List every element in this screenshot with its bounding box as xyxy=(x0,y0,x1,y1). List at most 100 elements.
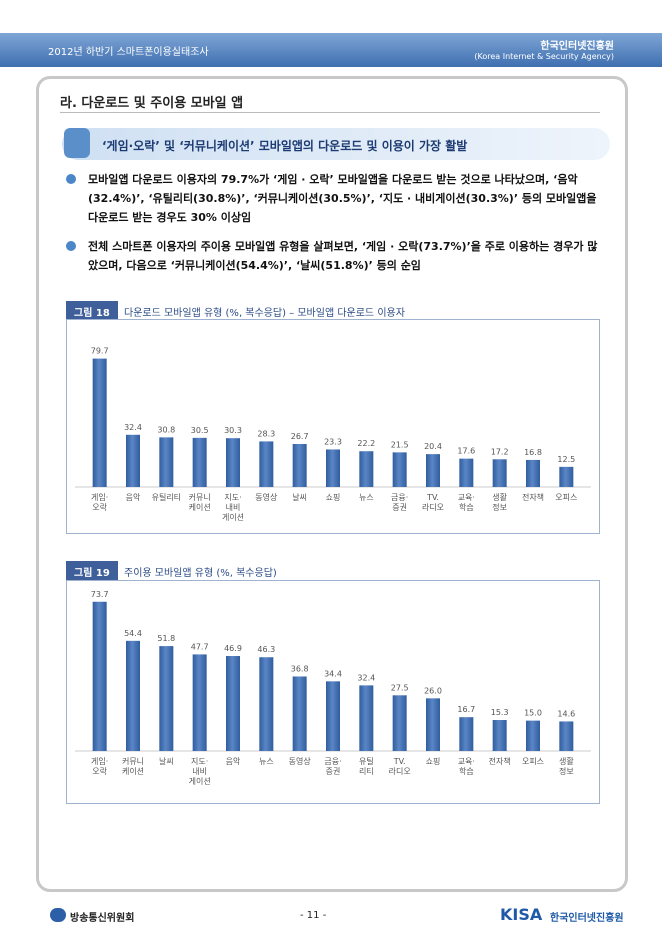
value-label: 46.9 xyxy=(224,644,242,653)
x-tick-label: 음악 xyxy=(225,757,241,766)
value-label: 32.4 xyxy=(124,423,142,432)
bar xyxy=(326,681,340,751)
bar xyxy=(392,452,407,487)
value-label: 27.5 xyxy=(391,683,409,692)
section-title: 라. 다운로드 및 주이용 모바일 앱 xyxy=(60,96,244,111)
bar xyxy=(559,721,574,751)
plot: 73.7 54.4 51.8 47.7 46.9 46.3 36.8 34.4 32.4 27.5… xyxy=(75,590,591,752)
kisa-logo: KISA xyxy=(500,905,543,924)
bar xyxy=(259,657,274,751)
bar xyxy=(292,676,307,751)
bar xyxy=(226,656,240,751)
bar xyxy=(326,449,340,487)
x-tick-label: 오피스 xyxy=(521,757,545,766)
bar xyxy=(226,438,240,487)
x-tick-label: 커뮤니 케이션 xyxy=(188,493,211,512)
value-label: 16.7 xyxy=(457,705,475,714)
figure-label: 그림 18 xyxy=(66,301,118,322)
figure-title: 주이용 모바일앱 유형 (%, 복수응답) xyxy=(124,568,277,579)
x-tick-label: 생활 정보 xyxy=(558,757,574,776)
bar xyxy=(359,451,374,487)
figure-label: 그림 19 xyxy=(66,561,118,582)
value-label: 16.8 xyxy=(524,448,542,457)
bar xyxy=(359,685,374,751)
x-tick-label: 뉴스 xyxy=(358,493,374,502)
value-label: 23.3 xyxy=(324,437,342,446)
value-label: 32.4 xyxy=(357,673,375,682)
value-label: 26.7 xyxy=(291,432,309,441)
value-label: 47.7 xyxy=(191,642,209,651)
bar xyxy=(459,717,474,751)
x-tick-label: 오피스 xyxy=(555,493,578,502)
x-tick-label: 게임· 오락 xyxy=(91,493,109,512)
bar xyxy=(126,434,140,487)
x-tick-label: 동영상 xyxy=(288,757,311,766)
x-tick-label: 동영상 xyxy=(255,493,278,502)
bar xyxy=(526,459,540,487)
bar xyxy=(92,358,107,487)
bar xyxy=(192,654,207,751)
x-tick-label: 지도· 내비 게이션 xyxy=(221,493,245,522)
x-tick-label: TV. 라디오 xyxy=(388,757,411,776)
chart: 79.7 32.4 30.8 30.5 30.3 28.3 26.7 23.3 22.2 21.5… xyxy=(66,319,600,534)
bar xyxy=(92,601,107,751)
footer-left: 방송통신위원회 xyxy=(70,913,135,924)
x-tick-label: 전자책 xyxy=(488,757,511,766)
highlight-text: ‘게임·오락’ 및 ‘커뮤니케이션’ 모바일앱의 다운로드 및 이용이 가장 활… xyxy=(102,139,468,153)
header-bar xyxy=(0,33,662,67)
x-tick-label: 쇼핑 xyxy=(425,757,441,766)
value-label: 22.2 xyxy=(357,439,375,448)
bar xyxy=(492,720,507,751)
bullet-dot xyxy=(66,174,76,184)
divider xyxy=(60,112,600,113)
bar xyxy=(426,698,440,751)
header-org: 한국인터넷진흥원 xyxy=(540,41,614,52)
value-label: 26.0 xyxy=(424,686,442,695)
value-label: 12.5 xyxy=(557,455,575,464)
x-tick-label: 유틸리티 xyxy=(151,493,182,502)
x-tick-label: 금융· 증권 xyxy=(391,493,409,512)
bar xyxy=(492,459,507,487)
bar xyxy=(459,458,474,487)
bar xyxy=(426,454,440,487)
x-tick-label: 교육· 학습 xyxy=(457,493,475,512)
x-tick-label: 음악 xyxy=(125,493,141,502)
bar xyxy=(292,443,307,487)
x-tick-label: 게임· 오락 xyxy=(91,757,109,776)
x-tick-label: 날씨 xyxy=(292,493,308,502)
value-label: 51.8 xyxy=(157,634,175,643)
x-tick-label: 커뮤니 케이션 xyxy=(121,757,145,776)
x-tick-label: 뉴스 xyxy=(258,757,274,766)
bullet: 모바일앱 다운로드 이용자의 79.7%가 ‘게임 · 오락’ 모바일앱을 다운… xyxy=(88,173,597,224)
x-tick-label: 유틸 리티 xyxy=(358,757,374,776)
bar xyxy=(392,695,407,751)
chart: 73.7 54.4 51.8 47.7 46.9 46.3 36.8 34.4 32.4 27.5… xyxy=(66,580,600,804)
value-label: 30.5 xyxy=(191,426,209,435)
header-title: 2012년 하반기 스마트폰이용실태조사 xyxy=(48,47,209,58)
value-label: 15.3 xyxy=(491,708,509,717)
bar xyxy=(192,437,207,487)
header-org-en: (Korea Internet & Security Agency) xyxy=(474,52,614,61)
value-label: 20.4 xyxy=(424,442,442,451)
value-label: 17.2 xyxy=(491,447,509,456)
x-tick-label: 쇼핑 xyxy=(325,493,341,502)
bar xyxy=(159,437,174,487)
bar xyxy=(159,646,174,751)
value-label: 46.3 xyxy=(257,645,275,654)
value-label: 30.3 xyxy=(224,426,242,435)
x-tick-label: 전자책 xyxy=(521,493,545,502)
figure-title: 다운로드 모바일앱 유형 (%, 복수응답) – 모바일앱 다운로드 이용자 xyxy=(124,308,405,319)
plot: 79.7 32.4 30.8 30.5 30.3 28.3 26.7 23.3 22.2 21.5… xyxy=(75,347,591,488)
value-label: 30.8 xyxy=(157,425,175,434)
value-label: 28.3 xyxy=(257,429,275,438)
logo-icon xyxy=(50,908,66,922)
highlight-box xyxy=(62,128,610,160)
bar xyxy=(526,720,540,751)
value-label: 79.7 xyxy=(91,347,109,356)
value-label: 14.6 xyxy=(557,709,575,718)
footer-right: 한국인터넷진흥원 xyxy=(550,913,624,924)
value-label: 21.5 xyxy=(391,440,409,449)
value-label: 73.7 xyxy=(91,590,109,599)
value-label: 54.4 xyxy=(124,629,142,638)
